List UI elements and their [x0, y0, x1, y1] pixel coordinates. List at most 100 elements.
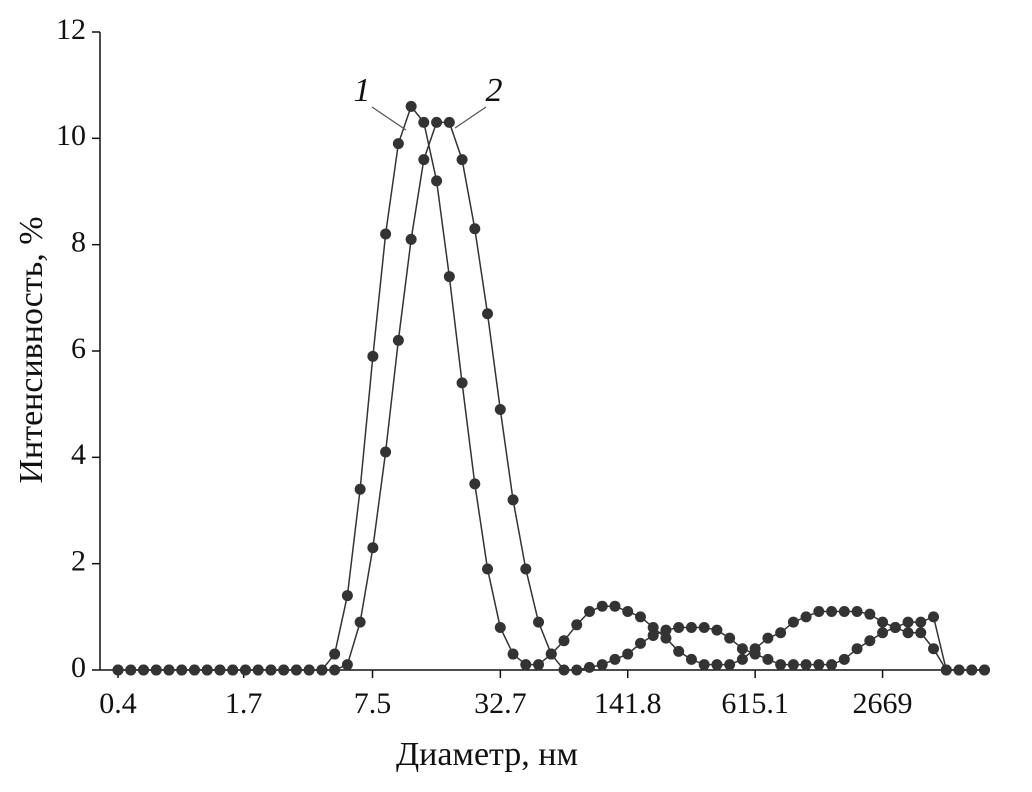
data-point — [724, 632, 736, 644]
x-tick-label: 2669 — [853, 687, 913, 720]
data-point — [545, 648, 557, 660]
data-point — [354, 616, 366, 628]
data-point — [214, 664, 226, 676]
data-point — [826, 606, 838, 618]
data-point — [125, 664, 137, 676]
data-point — [685, 621, 697, 633]
data-point — [647, 621, 659, 633]
data-point — [201, 664, 213, 676]
data-point — [278, 664, 290, 676]
data-point — [520, 659, 532, 671]
data-point — [724, 659, 736, 671]
data-point — [507, 494, 519, 506]
y-tick-label: 6 — [71, 332, 86, 365]
data-point — [609, 653, 621, 665]
data-point — [711, 624, 723, 636]
data-point — [558, 635, 570, 647]
data-point — [902, 616, 914, 628]
data-point — [622, 606, 634, 618]
data-point — [405, 233, 417, 245]
data-point — [456, 154, 468, 166]
data-point — [583, 606, 595, 618]
data-point — [443, 116, 455, 128]
data-point — [163, 664, 175, 676]
x-tick-label: 615.1 — [721, 687, 789, 720]
data-point — [405, 100, 417, 112]
data-point — [940, 664, 952, 676]
data-point — [698, 659, 710, 671]
data-point — [838, 653, 850, 665]
data-point — [571, 664, 583, 676]
data-point — [787, 616, 799, 628]
data-point — [736, 643, 748, 655]
data-point — [138, 664, 150, 676]
data-point — [660, 624, 672, 636]
data-point — [431, 175, 443, 187]
data-point — [762, 653, 774, 665]
data-point — [698, 621, 710, 633]
data-point — [341, 659, 353, 671]
leader-line — [454, 106, 487, 129]
data-point — [418, 154, 430, 166]
data-point — [150, 664, 162, 676]
y-tick-label: 8 — [71, 226, 86, 259]
data-point — [851, 606, 863, 618]
y-tick-label: 2 — [71, 545, 86, 578]
leader-line — [371, 106, 407, 131]
data-point — [736, 653, 748, 665]
data-point — [609, 600, 621, 612]
data-point — [367, 350, 379, 362]
x-axis-label: Диаметр, нм — [396, 736, 578, 773]
data-point — [367, 542, 379, 554]
data-point — [685, 653, 697, 665]
data-point — [392, 138, 404, 150]
data-point — [622, 648, 634, 660]
data-point — [660, 632, 672, 644]
data-point — [966, 664, 978, 676]
data-point — [596, 600, 608, 612]
x-tick-label: 32.7 — [474, 687, 527, 720]
x-tick-label: 141.8 — [594, 687, 662, 720]
data-point — [813, 659, 825, 671]
y-axis-label: Интенсивность, % — [13, 216, 50, 483]
x-tick-label: 7.5 — [354, 687, 392, 720]
y-tick-label: 0 — [71, 651, 86, 684]
data-point — [634, 637, 646, 649]
data-point — [239, 664, 251, 676]
data-point — [928, 611, 940, 623]
data-point — [533, 659, 545, 671]
data-point — [864, 608, 876, 620]
data-point — [673, 645, 685, 657]
data-point — [877, 616, 889, 628]
x-tick-label: 0.4 — [99, 687, 137, 720]
data-point — [571, 619, 583, 631]
data-point — [380, 228, 392, 240]
data-point — [354, 483, 366, 495]
data-point — [290, 664, 302, 676]
data-point — [507, 648, 519, 660]
data-point — [775, 627, 787, 639]
series-label: 2 — [486, 72, 503, 109]
data-point — [520, 563, 532, 575]
data-point — [749, 648, 761, 660]
data-point — [431, 116, 443, 128]
data-point — [800, 611, 812, 623]
data-point — [418, 116, 430, 128]
data-point — [227, 664, 239, 676]
data-point — [787, 659, 799, 671]
data-point — [902, 627, 914, 639]
series-label: 1 — [354, 72, 371, 109]
data-point — [775, 659, 787, 671]
data-point — [915, 627, 927, 639]
data-point — [864, 635, 876, 647]
data-point — [813, 606, 825, 618]
data-point — [762, 632, 774, 644]
data-point — [265, 664, 277, 676]
data-point — [711, 659, 723, 671]
data-point — [112, 664, 124, 676]
data-point — [456, 377, 468, 389]
y-tick-label: 10 — [56, 119, 86, 152]
data-point — [953, 664, 965, 676]
